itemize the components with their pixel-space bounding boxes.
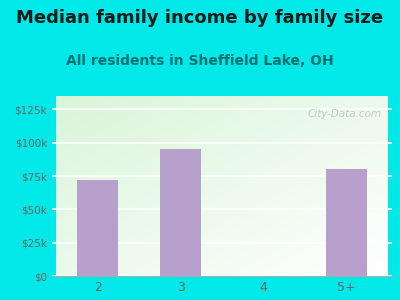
Bar [326, 169, 367, 276]
Text: Median family income by family size: Median family income by family size [16, 9, 384, 27]
Text: City-Data.com: City-Data.com [308, 109, 382, 118]
Bar [160, 149, 201, 276]
Text: All residents in Sheffield Lake, OH: All residents in Sheffield Lake, OH [66, 54, 334, 68]
Bar [77, 180, 118, 276]
